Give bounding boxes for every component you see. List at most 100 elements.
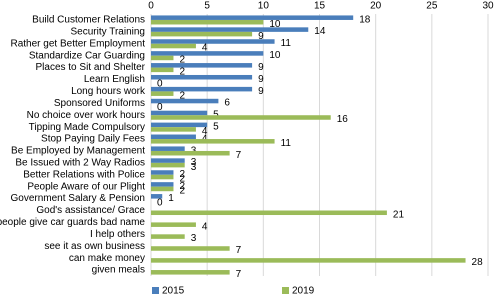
bar (151, 43, 196, 49)
data-label: 3 (191, 145, 197, 156)
y-tick-label: see it as own business (44, 241, 145, 252)
bar (151, 270, 230, 275)
data-label: 2 (179, 55, 185, 66)
bar (151, 182, 174, 187)
bar (151, 122, 208, 128)
data-label: 4 (202, 43, 208, 54)
bar (151, 146, 185, 151)
x-tick-label: 20 (370, 1, 382, 12)
data-label: 0 (157, 78, 163, 89)
bar (151, 234, 185, 239)
bar (151, 246, 230, 251)
data-label: 9 (258, 31, 264, 42)
data-label: 3 (191, 233, 197, 244)
data-label: 5 (213, 122, 219, 133)
data-label: 7 (236, 245, 242, 256)
y-tick-label: People Aware of our Plight (27, 181, 145, 192)
y-tick-label: can make money (69, 253, 145, 264)
y-tick-label: Rather get Better Employment (10, 38, 145, 49)
data-label: 7 (236, 150, 242, 161)
data-label: 7 (236, 269, 242, 280)
legend-swatch (152, 287, 159, 294)
y-tick-label: Security Training (71, 27, 145, 38)
data-label: 1 (168, 193, 174, 204)
y-tick-label: Government Salary & Pension (10, 193, 145, 204)
bar (151, 222, 196, 227)
bar (151, 55, 174, 61)
y-tick-label: Stop Paying Daily Fees (41, 134, 145, 145)
legend-label: 2015 (162, 286, 185, 296)
data-label: 4 (202, 133, 208, 144)
bar (151, 67, 174, 73)
y-tick-label: Build Customer Relations (32, 15, 145, 26)
bar (151, 210, 387, 216)
y-tick-label: Be Employed by Management (11, 146, 145, 157)
y-tick-label: Places to Sit and Shelter (35, 62, 145, 73)
data-label: 2 (179, 90, 185, 101)
legend-label: 2019 (292, 286, 315, 296)
y-tick-label: Standardize Car Guarding (29, 50, 145, 61)
bar (151, 91, 174, 96)
x-tick-label: 30 (482, 1, 494, 12)
bar (151, 186, 174, 192)
bar (151, 98, 219, 104)
bar (151, 39, 275, 44)
bar (151, 127, 196, 132)
y-tick-label: Long hours work (71, 86, 146, 97)
data-label: 4 (202, 126, 208, 137)
bar (151, 170, 174, 175)
data-label: 3 (191, 157, 197, 168)
y-tick-label: I help others (90, 229, 145, 240)
data-label: 2 (179, 169, 185, 180)
x-tick-label: 25 (426, 1, 438, 12)
data-label: 9 (258, 86, 264, 97)
data-label: 2 (179, 181, 185, 192)
y-tick-label: Learn English (84, 74, 145, 85)
x-tick-label: 15 (314, 1, 326, 12)
x-tick-label: 10 (258, 1, 270, 12)
bar (151, 63, 253, 68)
data-label: 11 (281, 138, 292, 149)
data-label: 0 (157, 197, 163, 208)
bar (151, 162, 185, 168)
x-tick-label: 5 (204, 1, 210, 12)
bar (151, 110, 208, 116)
data-label: 16 (337, 114, 349, 125)
bar (151, 51, 264, 56)
y-tick-label: Tipping Made Compulsory (29, 122, 145, 133)
bar (151, 15, 354, 20)
data-label: 9 (258, 62, 264, 73)
data-label: 9 (258, 74, 264, 85)
data-label: 3 (191, 162, 197, 173)
bar (151, 27, 309, 32)
bar (151, 74, 253, 80)
bar (151, 150, 230, 156)
bar (151, 194, 163, 199)
data-label: 18 (359, 14, 371, 25)
bar (151, 158, 185, 163)
data-label: 2 (179, 186, 185, 197)
y-tick-label: given meals (92, 265, 145, 276)
bar (151, 86, 253, 92)
y-tick-label: Be Issued with 2 Way Radios (15, 158, 145, 169)
data-label: 10 (269, 50, 281, 61)
bar (151, 139, 275, 144)
data-label: 2 (179, 66, 185, 77)
data-label: 11 (281, 38, 292, 49)
y-tick-label: God's assistance/ Grace (36, 205, 145, 216)
y-tick-label: Better Relations with Police (23, 169, 145, 180)
bar (151, 19, 264, 25)
bar (151, 134, 196, 140)
data-label: 5 (213, 110, 219, 121)
data-label: 0 (157, 102, 163, 113)
data-label: 28 (472, 257, 484, 268)
bar (151, 258, 466, 263)
data-label: 10 (269, 19, 281, 30)
data-label: 6 (224, 98, 230, 109)
y-tick-label: people give car guards bad name (0, 217, 145, 228)
legend-swatch (282, 287, 289, 294)
data-label: 2 (179, 174, 185, 185)
y-tick-label: Sponsored Uniforms (54, 98, 145, 109)
data-label: 4 (202, 221, 208, 232)
